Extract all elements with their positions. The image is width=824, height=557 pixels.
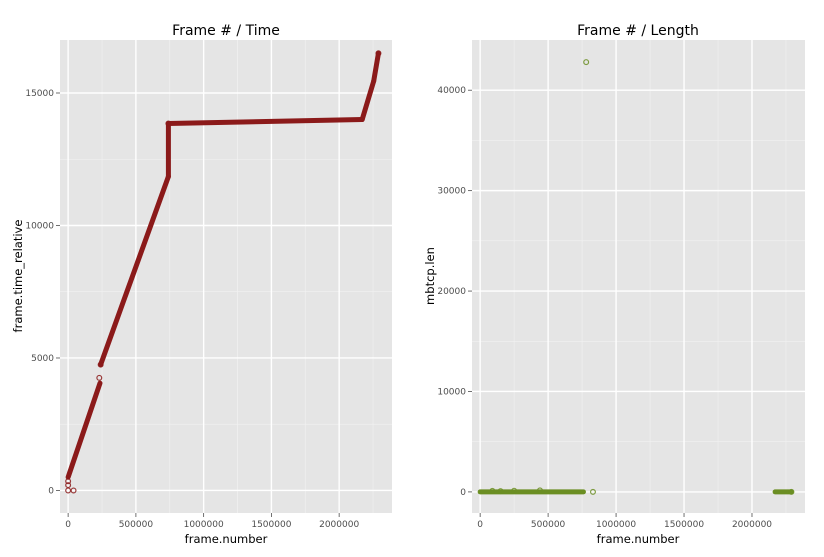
left-data-point: [96, 374, 103, 381]
left-chart-title: Frame # / Time: [172, 23, 280, 39]
left-plot-background: [60, 40, 392, 513]
right-y-tick-label: 40000: [437, 86, 466, 96]
left-y-tick-label: 5000: [31, 354, 54, 364]
right-data-point: [497, 488, 504, 495]
right-axis-ticks: 0 500000 1000000 1500000 2000000 0 10000 20000 3…: [437, 86, 772, 530]
left-data-point: [165, 120, 172, 127]
right-plot-background: [472, 40, 805, 513]
right-data-point: [489, 487, 496, 494]
left-chart: 0 500000 1000000 1500000 2000000 0 5000 10000 15…: [11, 23, 392, 546]
right-data-point: [536, 487, 543, 494]
left-x-tick-label: 1000000: [184, 520, 224, 530]
left-y-tick-label: 0: [48, 486, 54, 496]
left-data-marks: [65, 50, 382, 494]
right-x-tick-label: 1500000: [664, 520, 704, 530]
right-data-marks: [477, 59, 795, 495]
left-x-tick-label: 500000: [119, 520, 154, 530]
left-x-axis-label: frame.number: [185, 532, 268, 546]
left-x-tick-label: 1500000: [251, 520, 291, 530]
left-axis-ticks: 0 500000 1000000 1500000 2000000 0 5000 10000 15…: [25, 89, 359, 530]
right-y-tick-label: 10000: [437, 387, 466, 397]
right-x-tick-label: 1000000: [596, 520, 636, 530]
left-data-point: [97, 361, 104, 368]
right-x-tick-label: 500000: [531, 520, 566, 530]
right-y-tick-label: 0: [460, 488, 466, 498]
left-data-point: [70, 487, 77, 494]
right-y-tick-label: 20000: [437, 287, 466, 297]
left-data-point: [65, 478, 72, 485]
left-y-axis-label: frame.time_relative: [11, 220, 25, 333]
left-data-point: [65, 482, 72, 489]
right-y-axis-label: mbtcp.len: [423, 247, 437, 305]
left-data-run: [371, 50, 381, 84]
right-data-point: [511, 487, 518, 494]
left-x-tick-label: 0: [65, 520, 71, 530]
left-data-run: [98, 173, 171, 368]
left-y-tick-label: 15000: [25, 89, 54, 99]
left-data-run: [359, 78, 377, 122]
left-data-run: [165, 116, 365, 126]
left-y-tick-label: 10000: [25, 221, 54, 231]
left-data-point: [375, 50, 382, 57]
right-x-tick-label: 0: [477, 520, 483, 530]
right-x-axis-label: frame.number: [597, 532, 680, 546]
left-gridlines: [60, 40, 392, 513]
left-data-run: [65, 380, 103, 480]
right-x-tick-label: 2000000: [732, 520, 772, 530]
right-data-point: [589, 488, 596, 495]
right-data-point: [583, 59, 590, 66]
right-chart-title: Frame # / Length: [577, 23, 699, 39]
left-x-tick-label: 2000000: [319, 520, 359, 530]
right-data-point: [788, 488, 795, 495]
right-chart: 0 500000 1000000 1500000 2000000 0 10000 20000 3…: [423, 23, 805, 546]
right-y-tick-label: 30000: [437, 187, 466, 197]
